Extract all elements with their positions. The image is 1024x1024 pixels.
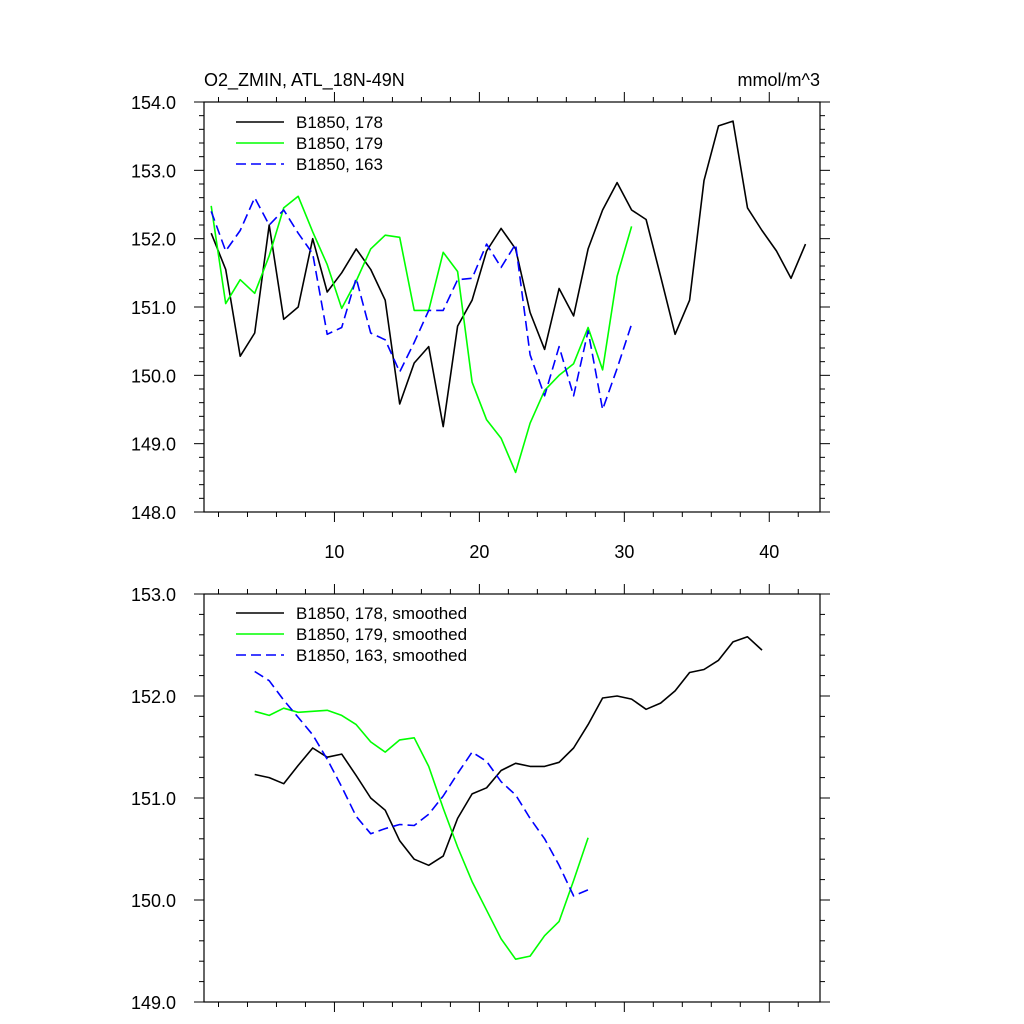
bottom-series-lines bbox=[254, 635, 763, 961]
y-tick-label: 151.0 bbox=[131, 298, 176, 318]
bottom-panel: 149.0 150.0 151.0 152.0 153.0 B1850, 178, sm… bbox=[131, 584, 830, 1013]
series-line-b1850-179 bbox=[210, 195, 633, 474]
chart-title: O2_ZMIN, ATL_18N-49N bbox=[204, 70, 405, 91]
y-tick-label: 152.0 bbox=[131, 230, 176, 250]
series-line-b1850-163-smoothed bbox=[254, 670, 589, 897]
top-legend: B1850, 178 B1850, 179 B1850, 163 bbox=[236, 113, 383, 174]
top-series-lines bbox=[210, 120, 807, 474]
units-label: mmol/m^3 bbox=[738, 70, 820, 90]
y-tick-label: 154.0 bbox=[131, 93, 176, 113]
legend-label-178-smoothed: B1850, 178, smoothed bbox=[296, 604, 467, 623]
y-tick-label: 152.0 bbox=[131, 687, 176, 707]
series-line-b1850-178-smoothed bbox=[254, 635, 763, 867]
top-panel: O2_ZMIN, ATL_18N-49N mmol/m^3 148.0 149.0… bbox=[131, 70, 830, 562]
x-tick-label: 30 bbox=[614, 542, 634, 562]
y-tick-label: 153.0 bbox=[131, 585, 176, 605]
bottom-legend: B1850, 178, smoothed B1850, 179, smoothe… bbox=[236, 604, 467, 665]
y-tick-label: 150.0 bbox=[131, 366, 176, 386]
legend-label-163-smoothed: B1850, 163, smoothed bbox=[296, 646, 467, 665]
legend-label-178: B1850, 178 bbox=[296, 113, 383, 132]
y-tick-label: 150.0 bbox=[131, 891, 176, 911]
x-tick-label: 10 bbox=[324, 542, 344, 562]
legend-label-179-smoothed: B1850, 179, smoothed bbox=[296, 625, 467, 644]
top-axes: 148.0 149.0 150.0 151.0 152.0 153.0 154.0 10 20 3… bbox=[131, 92, 830, 562]
x-tick-label: 40 bbox=[759, 542, 779, 562]
series-line-b1850-179-smoothed bbox=[254, 707, 589, 961]
x-tick-label: 20 bbox=[469, 542, 489, 562]
y-tick-label: 149.0 bbox=[131, 993, 176, 1013]
series-line-b1850-163 bbox=[210, 196, 633, 411]
y-tick-label: 151.0 bbox=[131, 789, 176, 809]
legend-label-179: B1850, 179 bbox=[296, 134, 383, 153]
y-tick-label: 148.0 bbox=[131, 503, 176, 523]
y-tick-label: 149.0 bbox=[131, 435, 176, 455]
y-tick-label: 153.0 bbox=[131, 161, 176, 181]
legend-label-163: B1850, 163 bbox=[296, 155, 383, 174]
bottom-axes: 149.0 150.0 151.0 152.0 153.0 bbox=[131, 584, 830, 1013]
